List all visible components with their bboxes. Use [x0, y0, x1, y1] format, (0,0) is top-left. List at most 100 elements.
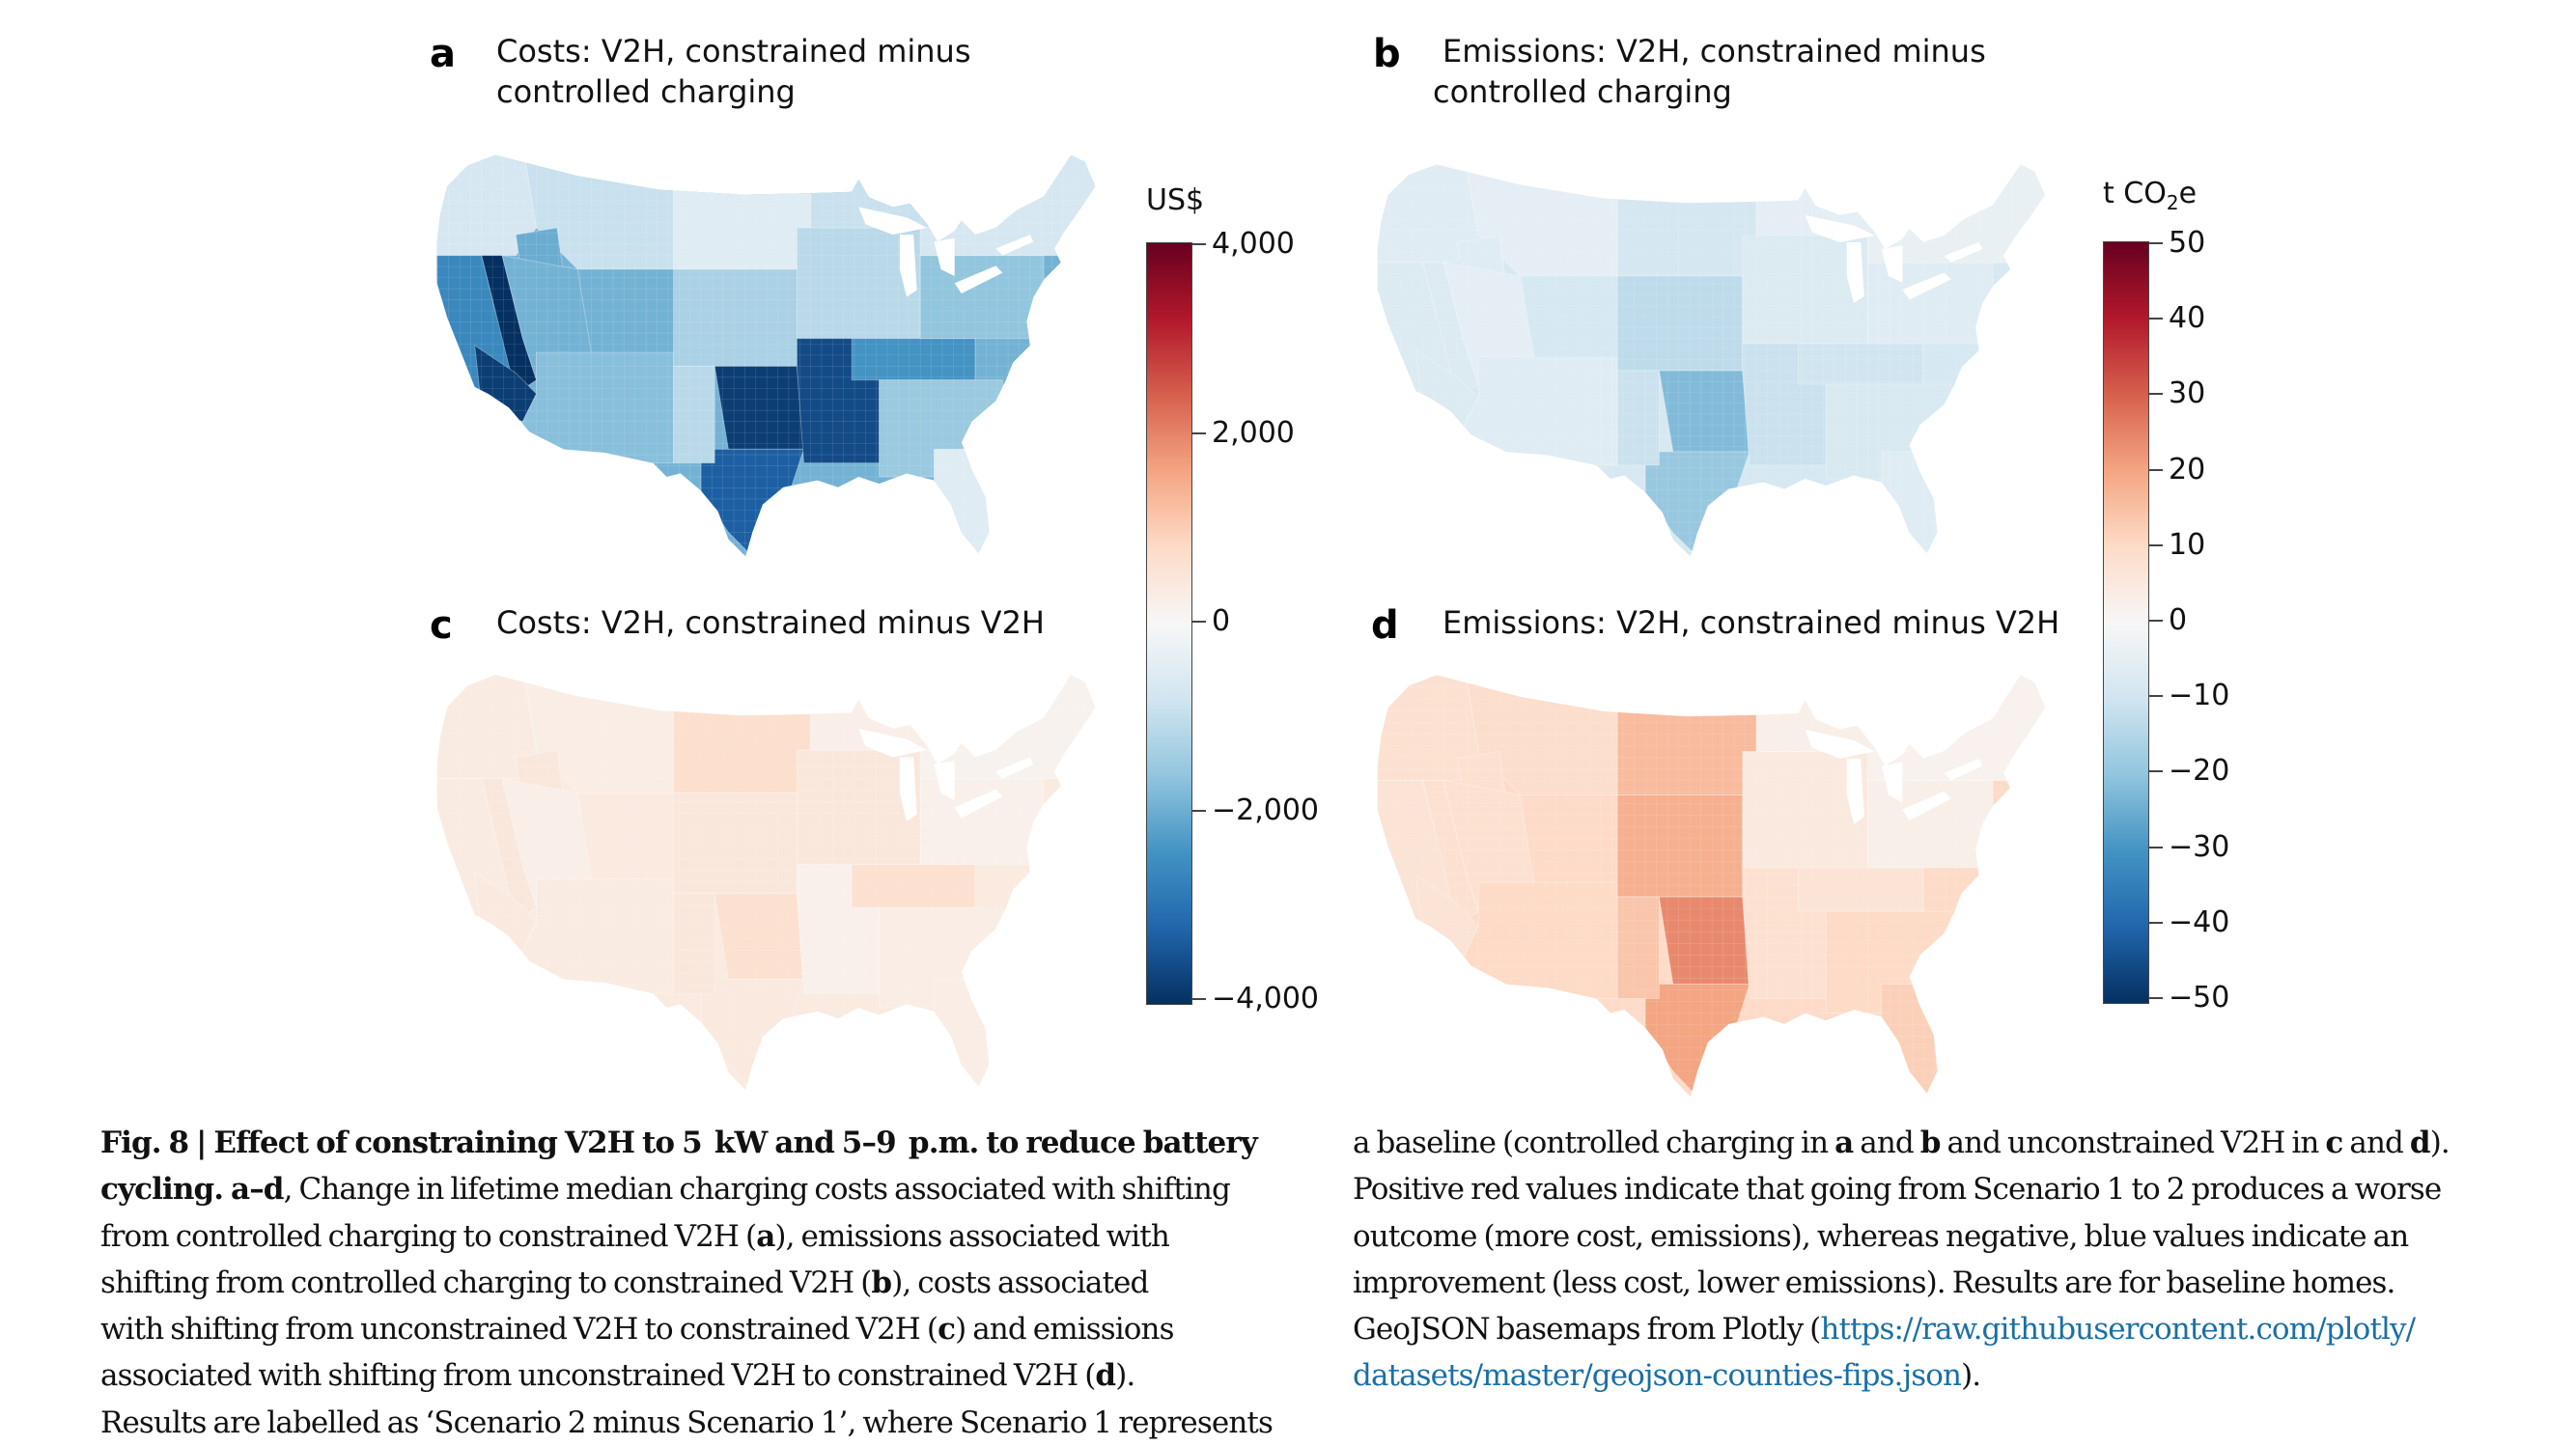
panel-a-title: Costs: V2H, constrained minus controlled… — [496, 33, 971, 110]
colorbar-emissions-unit: t CO2e — [2103, 177, 2197, 214]
colorbar-cost-tick-mark — [1192, 621, 1206, 623]
great-lake — [1902, 791, 1951, 820]
panel-a-map — [436, 154, 1096, 557]
caption-bold-text: b — [1919, 1126, 1942, 1160]
panel-d-letter: d — [1371, 603, 1399, 648]
colorbar-emissions — [2103, 241, 2149, 1004]
caption-text: GeoJSON basemaps from Plotly ( — [1353, 1312, 1821, 1348]
great-lake — [1881, 245, 1903, 283]
caption-bold-text: c — [938, 1312, 956, 1348]
colorbar-cost-tick-label: 4,000 — [1212, 227, 1295, 261]
caption-link[interactable]: datasets/master/geojson-counties-fips.js… — [1353, 1358, 1962, 1394]
caption-line: cycling. a–d, Change in lifetime median … — [100, 1166, 1273, 1212]
caption-bold-text: cycling. a–d — [100, 1172, 284, 1208]
panel-c-title: Costs: V2H, constrained minus V2H — [496, 604, 1045, 641]
caption-bold-text: a — [1834, 1126, 1854, 1160]
caption-line: improvement (less cost, lower emissions)… — [1353, 1260, 2450, 1306]
panel-d-map — [1377, 675, 2045, 1098]
region-central-plains — [673, 793, 798, 894]
figure-caption-left: Fig. 8 | Effect of constraining V2H to 5… — [100, 1120, 1274, 1446]
caption-text: improvement (less cost, lower emissions)… — [1353, 1265, 2395, 1300]
great-lake — [899, 235, 917, 297]
great-lake — [995, 235, 1034, 256]
region-northern-plains — [1616, 164, 1757, 277]
caption-link[interactable]: https://raw.githubusercontent.com/plotly… — [1820, 1312, 2416, 1348]
region-central-plains — [1616, 275, 1744, 372]
caption-text: and — [2342, 1126, 2410, 1160]
region-southwest — [1464, 881, 1618, 999]
great-lake — [1805, 215, 1875, 242]
great-lake — [858, 207, 928, 236]
colorbar-cost-tick-label: 0 — [1212, 604, 1231, 638]
great-lake — [899, 757, 917, 822]
region-west-texas — [673, 892, 715, 994]
region-mid-atlantic — [1866, 262, 1994, 345]
caption-line: GeoJSON basemaps from Plotly (https://ra… — [1353, 1306, 2450, 1352]
region-west-texas — [1616, 896, 1660, 999]
caption-bold-text: c — [2325, 1126, 2343, 1160]
colorbar-emissions-tick-label: 0 — [2169, 603, 2188, 637]
region-west-texas — [1616, 370, 1660, 466]
region-tennessee-appalachia — [851, 338, 976, 381]
region-west-texas — [673, 365, 715, 464]
great-lake — [858, 728, 928, 758]
region-texas-central — [1658, 370, 1750, 453]
region-mid-atlantic — [919, 255, 1045, 340]
colorbar-emissions-tick-label: −50 — [2169, 981, 2230, 1015]
panel-b-letter: b — [1373, 32, 1401, 76]
great-lake — [1846, 242, 1864, 303]
region-tennessee-appalachia — [1797, 343, 1924, 385]
caption-line: shifting from controlled charging to con… — [100, 1260, 1273, 1306]
colorbar-emissions-tick-label: 30 — [2169, 376, 2206, 411]
caption-line: outcome (more cost, emissions), whereas … — [1353, 1213, 2450, 1260]
caption-text: from controlled charging to constrained … — [100, 1218, 757, 1254]
great-lake — [954, 789, 1003, 819]
caption-line: from controlled charging to constrained … — [100, 1213, 1273, 1260]
colorbar-cost-tick-label: −2,000 — [1212, 793, 1320, 827]
colorbar-emissions-tick-label: 20 — [2169, 452, 2206, 487]
colorbar-cost — [1146, 242, 1192, 1005]
colorbar-emissions-tick-mark — [2149, 468, 2163, 471]
region-tennessee-appalachia — [1797, 867, 1924, 912]
caption-text: , Change in lifetime median charging cos… — [283, 1172, 1231, 1208]
panel-b-map — [1377, 164, 2045, 557]
great-lake — [1846, 758, 1864, 824]
unit-main: t CO — [2103, 177, 2167, 210]
colorbar-emissions-tick-mark — [2149, 393, 2163, 396]
caption-text: and — [1853, 1126, 1920, 1160]
colorbar-emissions-tick-mark — [2149, 543, 2163, 546]
region-texas-central — [714, 892, 804, 980]
great-lake — [954, 265, 1003, 294]
caption-line: Fig. 8 | Effect of constraining V2H to 5… — [100, 1120, 1273, 1166]
colorbar-emissions-tick-mark — [2149, 770, 2163, 773]
panel-d-title: Emissions: V2H, constrained minus V2H — [1442, 604, 2060, 641]
caption-text: ). — [1115, 1358, 1135, 1394]
caption-line: Results are labelled as ‘Scenario 2 minu… — [100, 1400, 1274, 1446]
caption-text: Positive red values indicate that going … — [1353, 1172, 2442, 1208]
region-central-plains — [1616, 794, 1744, 898]
region-tennessee-appalachia — [851, 864, 976, 908]
great-lake — [934, 237, 955, 277]
caption-bold-text: Fig. 8 | Effect of constraining V2H to 5… — [100, 1126, 1258, 1160]
region-northern-plains — [673, 675, 812, 793]
colorbar-emissions-tick-label: −10 — [2169, 679, 2230, 713]
us-counties-layer — [1377, 675, 2045, 1098]
panel-c-letter: c — [430, 603, 453, 648]
colorbar-emissions-tick-label: −30 — [2169, 829, 2230, 864]
caption-line: Positive red values indicate that going … — [1353, 1166, 2450, 1212]
panel-b-title: Emissions: V2H, constrained minus contro… — [1433, 33, 1986, 110]
caption-text: ) and emissions — [955, 1312, 1174, 1348]
panel-c-map — [436, 675, 1096, 1091]
region-mid-atlantic — [919, 778, 1045, 866]
caption-text: Results are labelled as ‘Scenario 2 minu… — [100, 1404, 1274, 1440]
great-lake — [1881, 762, 1903, 803]
region-mid-atlantic — [1866, 780, 1994, 869]
region-northern-plains — [673, 154, 812, 270]
colorbar-cost-tick-mark — [1192, 243, 1206, 245]
colorbar-emissions-tick-label: −20 — [2169, 754, 2230, 789]
caption-line: associated with shifting from unconstrai… — [100, 1352, 1273, 1399]
caption-text: ). — [1961, 1358, 1981, 1394]
region-texas-central — [1658, 896, 1750, 985]
us-counties-layer — [436, 675, 1096, 1091]
colorbar-emissions-tick-mark — [2149, 242, 2163, 244]
